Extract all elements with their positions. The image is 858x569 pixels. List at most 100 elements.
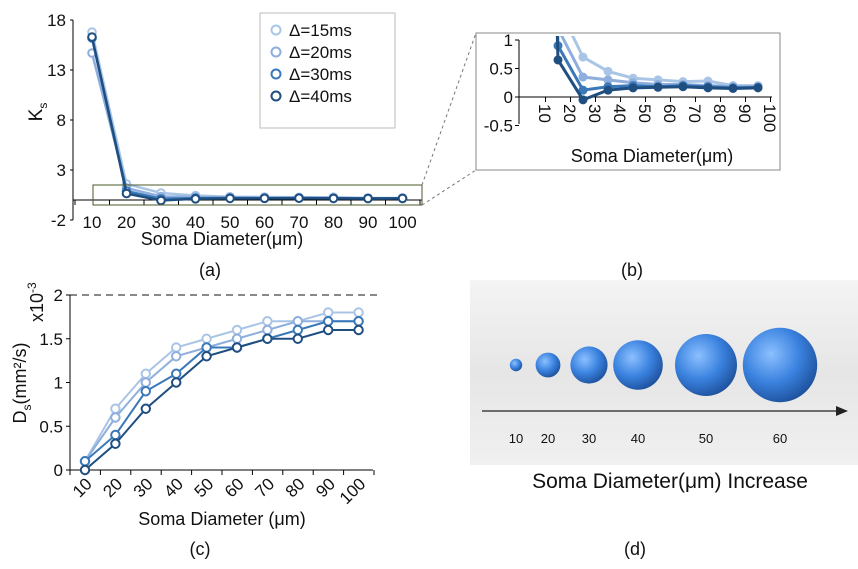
data-point: [678, 82, 688, 92]
x-tick-label: 100: [760, 104, 779, 132]
series-3: [553, 36, 763, 105]
legend-label: Δ=30ms: [289, 65, 352, 84]
x-tick-label: 60: [660, 104, 679, 123]
sphere-label: 40: [631, 431, 645, 446]
x-tick-label: 80: [324, 213, 343, 232]
x-tick-label: 30: [130, 474, 157, 501]
series-line: [84, 329, 359, 471]
data-point: [353, 307, 364, 318]
x-tick-label: 10: [83, 213, 102, 232]
data-point: [628, 83, 638, 93]
data-point: [753, 83, 763, 93]
x-tick-label: 70: [685, 104, 704, 123]
data-point: [294, 193, 304, 203]
sphere: [742, 327, 818, 403]
y-axis-label-unit: (mm²/s): [10, 343, 30, 405]
panel-label: (a): [199, 260, 221, 280]
data-point: [231, 333, 243, 344]
sphere: [613, 340, 663, 390]
series-1: [79, 316, 364, 467]
panel-label: (c): [190, 539, 211, 559]
sphere: [570, 346, 608, 384]
sphere-label: 60: [773, 431, 787, 446]
data-point: [353, 324, 364, 336]
data-point: [553, 55, 563, 65]
data-point: [554, 1, 563, 10]
x-axis-label: Soma Diameter(μm): [141, 229, 303, 249]
data-point: [703, 83, 713, 93]
data-point: [79, 464, 91, 476]
data-point: [262, 316, 273, 327]
data-point: [231, 342, 243, 353]
data-point: [190, 194, 201, 204]
data-point: [140, 386, 152, 397]
data-point: [201, 342, 212, 353]
legend-label: Δ=15ms: [289, 21, 352, 40]
sphere-label: 20: [541, 431, 555, 446]
data-point: [231, 324, 243, 336]
x-tick-label: 80: [282, 474, 309, 501]
y-tick-label: 0.5: [39, 417, 63, 436]
x-tick-label: 70: [290, 213, 309, 232]
data-point: [110, 403, 121, 414]
y-tick-label: -2: [51, 211, 66, 230]
y-tick-label: 0.5: [489, 60, 513, 79]
data-point: [79, 456, 91, 467]
series-line: [84, 311, 359, 462]
data-point: [603, 75, 613, 85]
data-point: [292, 324, 303, 336]
chart-b-inset: -0.5 0 0.5 1 10 20 30 40 50 60 70 80 90 100 Soma Diame…: [475, 1, 781, 280]
data-point: [201, 351, 212, 362]
data-point: [603, 66, 613, 76]
data-point: [110, 429, 121, 441]
data-point: [578, 95, 588, 105]
panel-label: (d): [624, 539, 646, 559]
sphere: [535, 352, 561, 378]
y-axis-label: Ks: [26, 103, 50, 122]
data-point: [323, 316, 334, 327]
series-line: [555, 36, 759, 102]
x-axis-label: Soma Diameter(μm): [571, 146, 733, 166]
data-point: [225, 193, 235, 204]
data-point: [292, 333, 303, 344]
y-tick-label: 1: [504, 31, 513, 50]
data-point: [328, 193, 339, 204]
data-point: [653, 82, 663, 92]
y-axis-label: Ds(mm²/s): [10, 343, 34, 424]
data-point: [554, 24, 563, 33]
legend-label: Δ=20ms: [289, 43, 352, 62]
data-point: [140, 403, 152, 414]
legend-label: Δ=40ms: [289, 87, 352, 106]
data-point: [171, 342, 182, 353]
data-point: [171, 351, 182, 362]
data-point: [603, 85, 613, 95]
data-point: [262, 333, 273, 344]
x-tick-label: 40: [186, 213, 205, 232]
x-tick-label: 80: [710, 104, 729, 123]
y-tick-label: 0: [54, 461, 63, 480]
arrow-head-icon: [836, 406, 848, 416]
diagram-title: Soma Diameter(μm) Increase: [532, 470, 808, 493]
series-line: [90, 36, 403, 202]
data-point: [201, 333, 212, 344]
data-point: [171, 377, 182, 388]
panel-label: (b): [621, 260, 643, 280]
sphere-label: 10: [509, 431, 523, 446]
x-tick-label: 70: [251, 474, 278, 501]
zoom-connector: [421, 169, 477, 206]
data-point: [171, 368, 182, 379]
data-point: [87, 32, 97, 42]
x-tick-label: 50: [221, 213, 240, 232]
plot-area: [553, 1, 763, 105]
series-line: [84, 320, 359, 463]
y-tick-label: 2: [54, 286, 63, 305]
data-point: [121, 188, 132, 199]
data-point: [353, 316, 364, 327]
y-tick-label: -0.5: [484, 117, 513, 136]
series-3: [87, 32, 408, 206]
legend-marker: [270, 68, 282, 80]
x-tick-label: 100: [388, 213, 416, 232]
data-point: [140, 377, 152, 388]
sphere: [675, 334, 737, 396]
